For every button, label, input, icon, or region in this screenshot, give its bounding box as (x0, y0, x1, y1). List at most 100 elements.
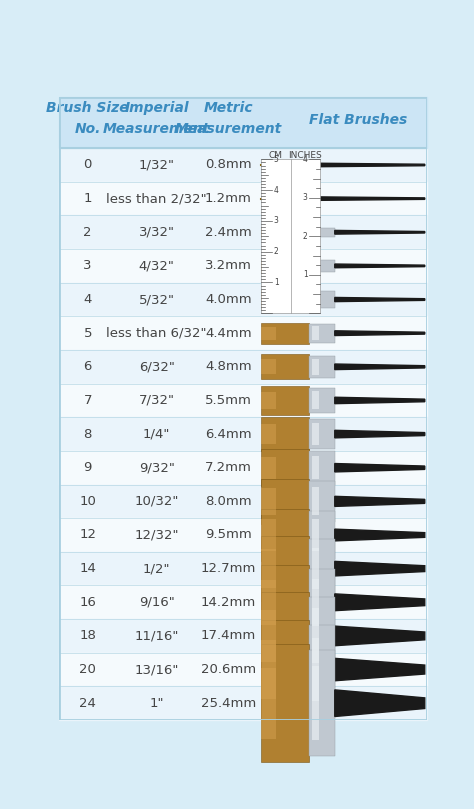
Bar (261, 640, 275, 700)
Bar (261, 509, 309, 561)
Polygon shape (335, 529, 425, 541)
Bar (59, 182, 427, 215)
Text: less than 6/32": less than 6/32" (106, 327, 207, 340)
Bar (309, 650, 335, 756)
Bar (59, 586, 427, 619)
Text: 11/16": 11/16" (135, 629, 179, 642)
Text: 16: 16 (79, 595, 96, 609)
Text: 3/32": 3/32" (138, 226, 174, 239)
Polygon shape (335, 464, 425, 472)
Text: 1: 1 (83, 192, 92, 205)
Text: 5: 5 (83, 327, 92, 340)
Bar (59, 451, 427, 485)
Bar (261, 323, 309, 344)
Bar (59, 619, 427, 653)
Text: 12/32": 12/32" (134, 528, 179, 541)
Bar (261, 259, 309, 273)
Polygon shape (305, 163, 425, 167)
Bar (261, 449, 309, 486)
Bar (261, 519, 275, 551)
Bar (261, 592, 309, 680)
Bar (309, 540, 335, 598)
Bar (309, 511, 335, 558)
Text: Measurement: Measurement (174, 122, 282, 136)
Bar (261, 667, 275, 739)
Text: 0.8mm: 0.8mm (205, 159, 252, 172)
Bar (261, 620, 309, 719)
Text: 5.5mm: 5.5mm (205, 394, 252, 407)
Bar (311, 261, 319, 270)
Text: 4: 4 (303, 155, 308, 164)
Text: Metric: Metric (203, 101, 253, 116)
Bar (311, 229, 319, 235)
Polygon shape (335, 430, 425, 438)
Bar (311, 294, 319, 306)
Bar (261, 549, 275, 588)
Bar (261, 488, 275, 515)
Text: 4.4mm: 4.4mm (205, 327, 252, 340)
Text: 20.6mm: 20.6mm (201, 663, 256, 676)
Text: No.: No. (74, 122, 101, 136)
Text: 2: 2 (274, 248, 279, 256)
Text: 1/32": 1/32" (138, 159, 174, 172)
Polygon shape (335, 594, 425, 611)
Bar (59, 215, 427, 249)
Text: 7/32": 7/32" (138, 394, 174, 407)
Bar (261, 456, 275, 479)
Bar (309, 451, 335, 485)
Bar (59, 519, 427, 552)
Bar (261, 354, 309, 379)
Text: 8: 8 (83, 428, 92, 441)
Text: 1: 1 (303, 270, 308, 279)
Bar (59, 653, 427, 686)
Bar (311, 327, 319, 340)
Bar (261, 262, 275, 270)
Bar (261, 536, 309, 601)
Text: 9/32": 9/32" (139, 461, 174, 474)
Bar (261, 565, 309, 640)
Text: 6/32": 6/32" (139, 360, 174, 373)
Text: 14.2mm: 14.2mm (201, 595, 256, 609)
Bar (309, 625, 335, 714)
Bar (311, 392, 319, 409)
Text: 4.8mm: 4.8mm (205, 360, 252, 373)
Bar (261, 294, 275, 305)
Bar (309, 324, 335, 343)
Bar (59, 249, 427, 282)
Bar (309, 228, 335, 237)
Text: 4: 4 (83, 293, 92, 306)
Bar (280, 162, 305, 168)
Bar (59, 316, 427, 350)
Text: 9/16": 9/16" (139, 595, 174, 609)
Text: 4.0mm: 4.0mm (205, 293, 252, 306)
Polygon shape (335, 659, 425, 680)
Text: Brush Size: Brush Size (46, 101, 129, 116)
Text: 12.7mm: 12.7mm (201, 562, 256, 575)
Text: 13/16": 13/16" (135, 663, 179, 676)
Bar (309, 388, 335, 413)
Bar (309, 291, 335, 308)
Polygon shape (335, 231, 425, 234)
Bar (261, 644, 309, 762)
Bar (261, 580, 275, 625)
Text: 14: 14 (79, 562, 96, 575)
Text: 1": 1" (149, 697, 164, 709)
Bar (309, 356, 335, 378)
Text: 25.4mm: 25.4mm (201, 697, 256, 709)
Text: 12: 12 (79, 528, 96, 541)
Polygon shape (335, 397, 425, 404)
Bar (261, 227, 309, 237)
Bar (261, 610, 275, 662)
Bar (280, 196, 305, 201)
Bar (261, 392, 275, 409)
Text: 3: 3 (303, 193, 308, 202)
Polygon shape (335, 298, 425, 302)
Text: 3: 3 (274, 217, 279, 226)
Text: 5: 5 (274, 155, 279, 164)
Polygon shape (335, 626, 425, 646)
Bar (309, 419, 335, 449)
Bar (282, 163, 290, 167)
Bar (59, 383, 427, 417)
Text: 0: 0 (83, 159, 92, 172)
Bar (311, 519, 319, 552)
